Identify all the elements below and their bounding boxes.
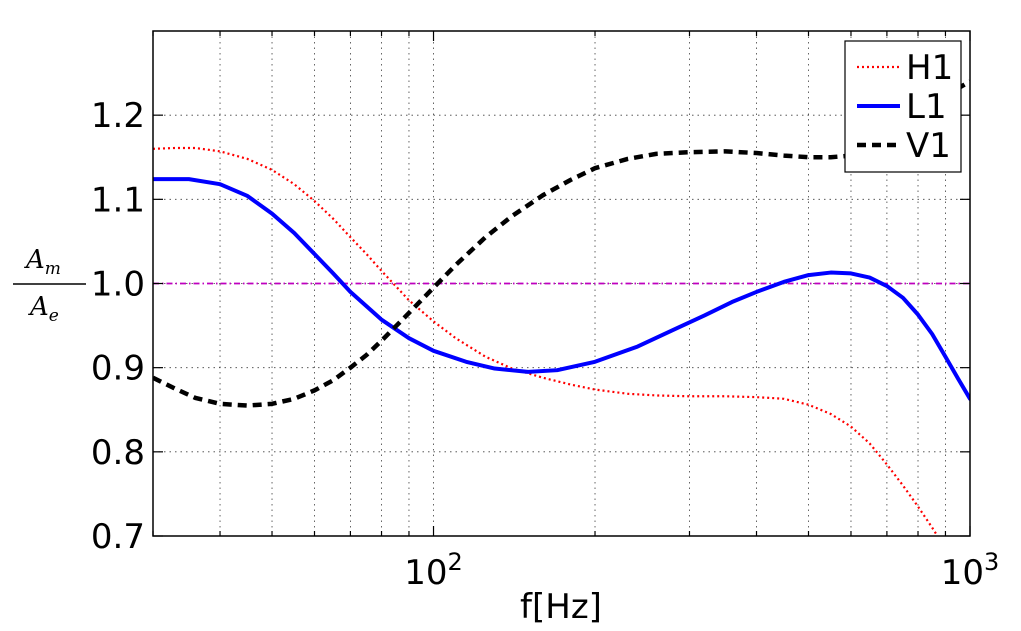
y-tick-label: 0.9 <box>91 349 145 389</box>
legend-label-h1: H1 <box>906 48 953 88</box>
y-label-numerator: A <box>24 245 45 275</box>
legend-label-v1: V1 <box>906 126 951 166</box>
y-tick-label: 0.7 <box>91 517 145 557</box>
y-label-denominator-sub: e <box>49 306 59 326</box>
x-tick-label: 103 <box>941 548 1000 593</box>
y-axis-label: Am Ae <box>13 245 86 326</box>
svg-text:Am: Am <box>24 245 61 279</box>
y-tick-label: 1.2 <box>91 96 145 136</box>
legend-label-l1: L1 <box>906 87 947 127</box>
svg-text:Ae: Ae <box>28 292 59 326</box>
x-tick-label-base: 10 <box>404 553 447 593</box>
y-tick-label: 1.0 <box>91 265 145 305</box>
series-line-h1 <box>153 146 939 536</box>
x-axis-label: f[Hz] <box>520 587 602 627</box>
x-tick-label-exponent: 3 <box>984 548 999 576</box>
y-label-numerator-sub: m <box>45 259 61 279</box>
x-tick-label: 102 <box>404 548 463 593</box>
x-tick-label-base: 10 <box>941 553 984 593</box>
x-tick-label-exponent: 2 <box>448 548 463 576</box>
y-label-denominator: A <box>28 292 49 322</box>
series-line-l1 <box>153 177 970 401</box>
y-tick-label: 1.1 <box>91 180 145 220</box>
y-tick-label: 0.8 <box>91 433 145 473</box>
